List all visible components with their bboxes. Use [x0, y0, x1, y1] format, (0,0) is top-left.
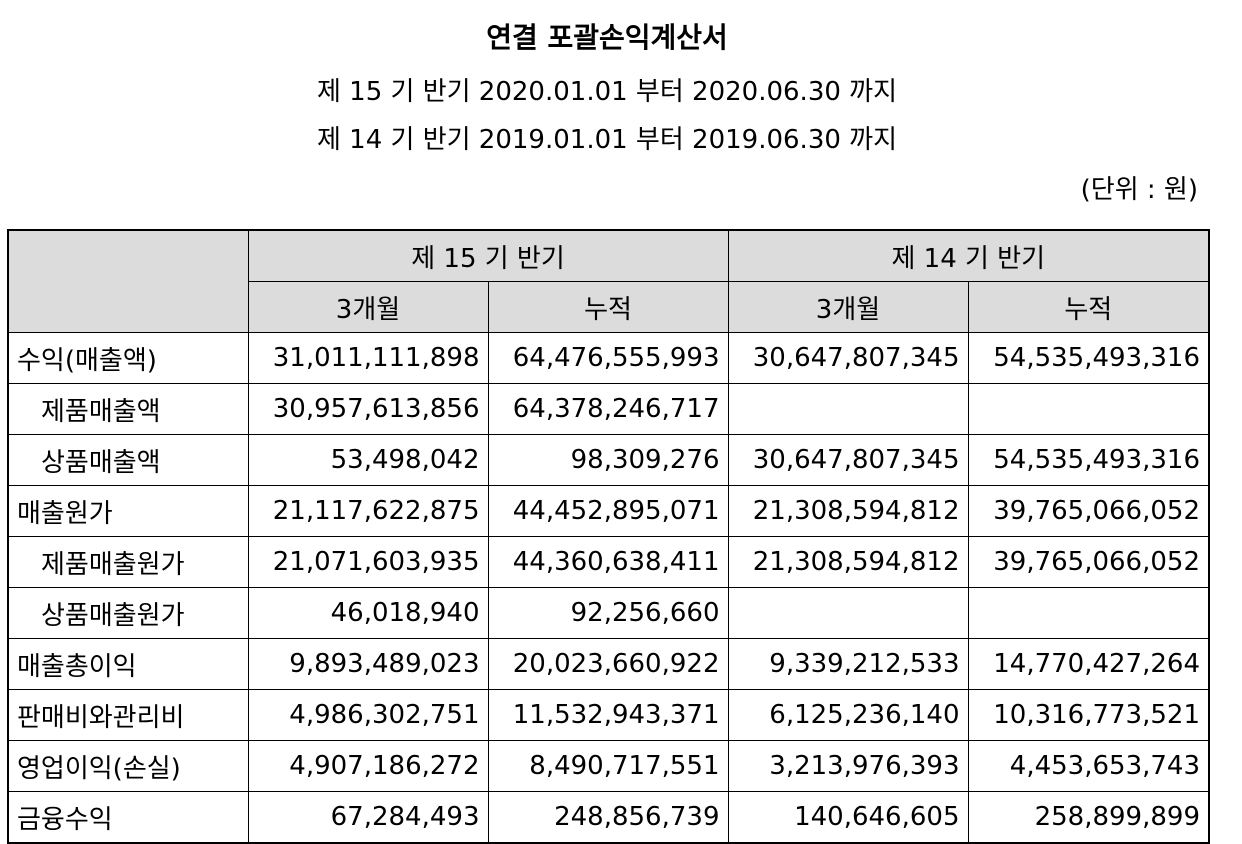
value-cell: 21,308,594,812 [727, 485, 969, 537]
value-cell: 258,899,899 [967, 791, 1210, 844]
row-label: 제품매출원가 [7, 536, 249, 588]
value-cell: 30,647,807,345 [727, 332, 969, 384]
value-cell [727, 383, 969, 435]
value-cell: 67,284,493 [247, 791, 489, 844]
group-header-row: 제 15 기 반기 제 14 기 반기 [7, 229, 1210, 333]
value-cell: 44,360,638,411 [487, 536, 729, 588]
value-cell: 140,646,605 [727, 791, 969, 844]
unit-label: (단위 : 원) [1080, 175, 1198, 205]
value-cell: 21,071,603,935 [247, 536, 489, 588]
row-label: 수익(매출액) [7, 332, 249, 384]
value-cell: 44,452,895,071 [487, 485, 729, 537]
row-label: 제품매출액 [7, 383, 249, 435]
prior-period-header: 제 14 기 반기 [727, 229, 1210, 282]
statement-rows: 수익(매출액) 31,011,111,898 64,476,555,993 30,64… [7, 332, 1210, 844]
value-cell: 92,256,660 [487, 587, 729, 639]
value-cell: 9,339,212,533 [727, 638, 969, 690]
corner-header-cell [7, 229, 249, 333]
value-cell: 53,498,042 [247, 434, 489, 486]
prior-period-line: 제 14 기 반기 2019.01.01 부터 2019.06.30 까지 [316, 125, 898, 155]
value-cell: 4,453,653,743 [967, 740, 1210, 792]
value-cell: 64,476,555,993 [487, 332, 729, 384]
row-label: 매출총이익 [7, 638, 249, 690]
table-row: 상품매출액 53,498,042 98,309,276 30,647,807,345 5… [7, 434, 1210, 486]
value-cell: 20,023,660,922 [487, 638, 729, 690]
prior-cumulative-header: 누적 [967, 281, 1210, 333]
value-cell: 98,309,276 [487, 434, 729, 486]
table-row: 금융수익 67,284,493 248,856,739 140,646,605 258,… [7, 791, 1210, 844]
value-cell: 11,532,943,371 [487, 689, 729, 741]
value-cell: 39,765,066,052 [967, 485, 1210, 537]
row-label: 금융수익 [7, 791, 249, 844]
row-label: 매출원가 [7, 485, 249, 537]
table-row: 판매비와관리비 4,986,302,751 11,532,943,371 6,125,… [7, 689, 1210, 741]
value-cell: 64,378,246,717 [487, 383, 729, 435]
table-row: 매출총이익 9,893,489,023 20,023,660,922 9,339,21… [7, 638, 1210, 690]
table-row: 상품매출원가 46,018,940 92,256,660 [7, 587, 1210, 639]
income-statement-table: 제 15 기 반기 제 14 기 반기 3개월 누적 3개월 누적 수익(매출액… [7, 229, 1210, 844]
value-cell: 4,907,186,272 [247, 740, 489, 792]
statement-title: 연결 포괄손익계산서 [486, 21, 728, 54]
value-cell: 54,535,493,316 [967, 434, 1210, 486]
value-cell: 6,125,236,140 [727, 689, 969, 741]
value-cell: 31,011,111,898 [247, 332, 489, 384]
row-label: 판매비와관리비 [7, 689, 249, 741]
value-cell: 3,213,976,393 [727, 740, 969, 792]
table-row: 수익(매출액) 31,011,111,898 64,476,555,993 30,64… [7, 332, 1210, 384]
value-cell: 8,490,717,551 [487, 740, 729, 792]
current-3month-header: 3개월 [247, 281, 489, 333]
current-period-line: 제 15 기 반기 2020.01.01 부터 2020.06.30 까지 [316, 77, 898, 107]
value-cell: 248,856,739 [487, 791, 729, 844]
value-cell: 4,986,302,751 [247, 689, 489, 741]
row-label: 상품매출원가 [7, 587, 249, 639]
value-cell: 39,765,066,052 [967, 536, 1210, 588]
value-cell: 10,316,773,521 [967, 689, 1210, 741]
value-cell: 14,770,427,264 [967, 638, 1210, 690]
value-cell: 21,117,622,875 [247, 485, 489, 537]
sub-header-row: 3개월 누적 3개월 누적 [8, 281, 1210, 333]
value-cell: 30,957,613,856 [247, 383, 489, 435]
table-row: 제품매출원가 21,071,603,935 44,360,638,411 21,308… [7, 536, 1210, 588]
value-cell [967, 587, 1210, 639]
row-label: 영업이익(손실) [7, 740, 249, 792]
value-cell: 30,647,807,345 [727, 434, 969, 486]
table-row: 영업이익(손실) 4,907,186,272 8,490,717,551 3,213,… [7, 740, 1210, 792]
value-cell: 9,893,489,023 [247, 638, 489, 690]
value-cell: 21,308,594,812 [727, 536, 969, 588]
value-cell: 54,535,493,316 [967, 332, 1210, 384]
prior-3month-header: 3개월 [727, 281, 969, 333]
current-period-header: 제 15 기 반기 [247, 229, 729, 282]
value-cell [967, 383, 1210, 435]
row-label: 상품매출액 [7, 434, 249, 486]
table-row: 제품매출액 30,957,613,856 64,378,246,717 [7, 383, 1210, 435]
value-cell [727, 587, 969, 639]
current-cumulative-header: 누적 [487, 281, 729, 333]
table-row: 매출원가 21,117,622,875 44,452,895,071 21,308,5… [7, 485, 1210, 537]
value-cell: 46,018,940 [247, 587, 489, 639]
